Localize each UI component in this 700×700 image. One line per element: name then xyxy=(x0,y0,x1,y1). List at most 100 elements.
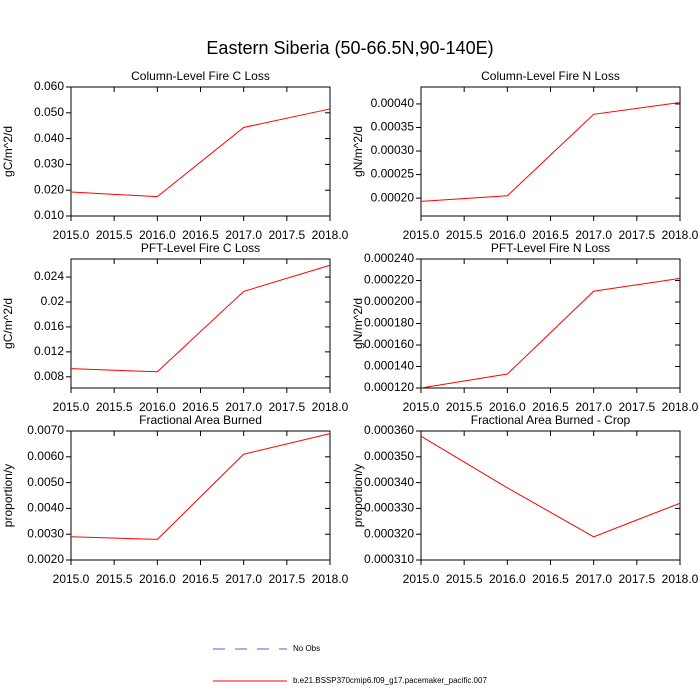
x-tick-label: 2016.5 xyxy=(532,572,569,586)
plot-frame xyxy=(420,258,681,389)
y-tick-label: 0.010 xyxy=(34,208,64,222)
y-tick-label: 0.000220 xyxy=(364,273,414,287)
x-tick-label: 2017.0 xyxy=(225,228,262,242)
x-tick-label: 2017.0 xyxy=(225,572,262,586)
y-tick-label: 0.00035 xyxy=(371,120,415,134)
y-tick-label: 0.00030 xyxy=(371,143,415,157)
x-tick-label: 2015.0 xyxy=(403,400,440,414)
x-tick-label: 2015.0 xyxy=(403,228,440,242)
x-tick-label: 2018.0 xyxy=(312,400,349,414)
panel-title: PFT-Level Fire N Loss xyxy=(491,241,610,255)
y-tick-label: 0.000320 xyxy=(364,526,414,540)
y-tick-label: 0.000330 xyxy=(364,501,414,515)
legend-label: b.e21.BSSP370cmip6.f09_g17.pacemaker_pac… xyxy=(293,676,487,685)
data-line xyxy=(70,108,331,198)
x-tick-label: 2017.5 xyxy=(268,572,305,586)
x-tick-label: 2017.0 xyxy=(575,400,612,414)
y-tick-label: 0.0030 xyxy=(27,526,64,540)
x-tick-label: 2016.0 xyxy=(139,228,176,242)
y-tick-label: 0.02 xyxy=(41,294,65,308)
y-tick-label: 0.00040 xyxy=(371,96,415,110)
y-tick-label: 0.030 xyxy=(34,157,64,171)
x-tick-label: 2016.5 xyxy=(182,572,219,586)
x-tick-label: 2016.0 xyxy=(139,400,176,414)
panel-title: Column-Level Fire N Loss xyxy=(481,69,620,83)
plot-frame xyxy=(70,258,331,389)
y-axis-label: gC/m^2/d xyxy=(1,126,15,177)
x-tick-label: 2017.0 xyxy=(575,228,612,242)
y-tick-label: 0.000340 xyxy=(364,475,414,489)
y-tick-label: 0.0050 xyxy=(27,475,64,489)
x-tick-label: 2017.5 xyxy=(268,228,305,242)
data-line xyxy=(70,264,331,373)
plot-frame xyxy=(420,430,681,561)
x-tick-label: 2016.0 xyxy=(489,400,526,414)
y-tick-label: 0.0070 xyxy=(27,423,64,437)
y-tick-label: 0.050 xyxy=(34,105,64,119)
x-tick-label: 2015.5 xyxy=(446,228,483,242)
x-tick-label: 2017.5 xyxy=(618,400,655,414)
x-tick-label: 2018.0 xyxy=(662,572,699,586)
x-tick-label: 2016.0 xyxy=(139,572,176,586)
y-tick-label: 0.000140 xyxy=(364,359,414,373)
y-axis-label: gN/m^2/d xyxy=(351,298,365,349)
y-tick-label: 0.000160 xyxy=(364,337,414,351)
x-tick-label: 2016.5 xyxy=(182,400,219,414)
y-tick-label: 0.040 xyxy=(34,131,64,145)
x-tick-label: 2015.0 xyxy=(53,400,90,414)
x-tick-label: 2017.5 xyxy=(618,572,655,586)
y-tick-label: 0.012 xyxy=(34,344,64,358)
x-tick-label: 2016.5 xyxy=(532,228,569,242)
x-tick-label: 2018.0 xyxy=(662,228,699,242)
data-line xyxy=(70,433,331,540)
data-line xyxy=(420,102,681,202)
y-tick-label: 0.008 xyxy=(34,369,64,383)
y-tick-label: 0.024 xyxy=(34,269,64,283)
x-tick-label: 2016.5 xyxy=(182,228,219,242)
x-tick-label: 2016.0 xyxy=(489,228,526,242)
y-axis-label: proportion/y xyxy=(351,464,365,527)
y-tick-label: 0.00020 xyxy=(371,190,415,204)
y-tick-label: 0.0040 xyxy=(27,501,64,515)
panel-title: Fractional Area Burned xyxy=(139,413,262,427)
x-tick-label: 2018.0 xyxy=(662,400,699,414)
panel-title: Column-Level Fire C Loss xyxy=(131,69,270,83)
legend-label: No Obs xyxy=(293,644,320,653)
data-line xyxy=(420,277,681,389)
y-axis-label: gN/m^2/d xyxy=(351,126,365,177)
y-tick-label: 0.000240 xyxy=(364,251,414,265)
y-tick-label: 0.000200 xyxy=(364,294,414,308)
x-tick-label: 2016.5 xyxy=(532,400,569,414)
y-axis-label: proportion/y xyxy=(1,464,15,527)
x-tick-label: 2018.0 xyxy=(312,228,349,242)
x-tick-label: 2015.0 xyxy=(403,572,440,586)
y-tick-label: 0.0060 xyxy=(27,449,64,463)
plot-frame xyxy=(70,430,331,561)
x-tick-label: 2015.5 xyxy=(446,572,483,586)
panel-title: Fractional Area Burned - Crop xyxy=(471,413,631,427)
y-tick-label: 0.000350 xyxy=(364,449,414,463)
plot-frame xyxy=(70,86,331,217)
y-tick-label: 0.020 xyxy=(34,182,64,196)
x-tick-label: 2017.0 xyxy=(225,400,262,414)
y-tick-label: 0.0020 xyxy=(27,552,64,566)
x-tick-label: 2015.0 xyxy=(53,572,90,586)
x-tick-label: 2017.5 xyxy=(618,228,655,242)
y-tick-label: 0.000180 xyxy=(364,316,414,330)
x-tick-label: 2015.5 xyxy=(446,400,483,414)
x-tick-label: 2015.5 xyxy=(96,572,133,586)
y-tick-label: 0.000310 xyxy=(364,552,414,566)
x-tick-label: 2017.0 xyxy=(575,572,612,586)
y-tick-label: 0.016 xyxy=(34,319,64,333)
x-tick-label: 2015.5 xyxy=(96,400,133,414)
x-tick-label: 2015.0 xyxy=(53,228,90,242)
x-tick-label: 2017.5 xyxy=(268,400,305,414)
data-line xyxy=(420,435,681,538)
x-tick-label: 2016.0 xyxy=(489,572,526,586)
y-tick-label: 0.00025 xyxy=(371,167,415,181)
y-axis-label: gC/m^2/d xyxy=(1,298,15,349)
y-tick-label: 0.060 xyxy=(34,79,64,93)
y-tick-label: 0.000360 xyxy=(364,423,414,437)
